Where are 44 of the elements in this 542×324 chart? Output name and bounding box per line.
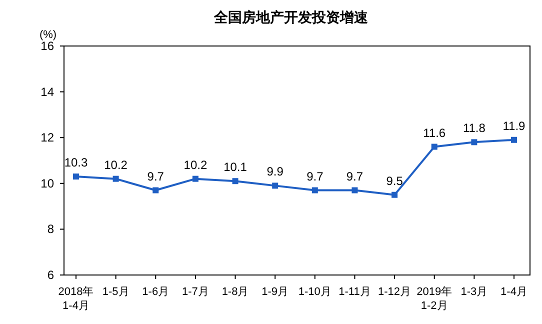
- point: [352, 187, 358, 194]
- y-axis-title: (%): [39, 29, 57, 41]
- data-label: 9.7: [306, 169, 324, 184]
- y-tick-label: 10: [40, 176, 54, 190]
- data-label: 10.1: [224, 160, 248, 174]
- data-label: 11.9: [502, 118, 526, 133]
- x-tick-label: 1-9月: [262, 286, 289, 298]
- x-tick-label: 1-5月: [102, 286, 130, 298]
- x-tick-label: 2019年 1-2月: [416, 286, 452, 312]
- x-tick-label: 1-7月: [182, 286, 209, 298]
- data-label: 9.9: [266, 164, 284, 179]
- x-tick-label: 1-10月: [298, 286, 332, 298]
- y-tick-label: 8: [47, 222, 54, 236]
- point: [272, 182, 278, 189]
- point: [232, 178, 238, 184]
- y-tick-label: 14: [40, 84, 54, 99]
- point: [511, 136, 517, 143]
- data-label: 9.7: [147, 169, 164, 184]
- point: [431, 144, 438, 150]
- point: [192, 176, 198, 182]
- point: [73, 174, 79, 180]
- x-tick-label: 1-12月: [378, 286, 412, 298]
- y-tick-label: 6: [47, 268, 54, 282]
- x-tick-label: 1-6月: [142, 286, 170, 298]
- data-label: 9.7: [346, 169, 364, 184]
- data-label: 9.5: [386, 174, 404, 188]
- point: [112, 176, 119, 182]
- chart-title: 全国房地产开发投资增速: [213, 9, 369, 25]
- point: [152, 187, 159, 194]
- data-label: 10.2: [104, 158, 128, 172]
- data-label: 11.8: [462, 121, 486, 136]
- data-label: 10.2: [184, 158, 208, 172]
- point: [392, 192, 398, 198]
- x-tick-label: 2018年 1-4月: [58, 286, 94, 312]
- point: [312, 187, 318, 194]
- point: [471, 139, 478, 146]
- data-label: 10.3: [64, 156, 88, 170]
- x-tick-label: 1-8月: [222, 286, 249, 298]
- data-label: 11.6: [423, 126, 446, 140]
- x-tick-label: 1-11月: [338, 286, 371, 298]
- x-tick-label: 1-3月: [460, 286, 488, 298]
- y-tick-label: 12: [40, 130, 54, 145]
- x-tick-label: 1-4月: [500, 286, 528, 298]
- y-tick-label: 16: [40, 39, 54, 53]
